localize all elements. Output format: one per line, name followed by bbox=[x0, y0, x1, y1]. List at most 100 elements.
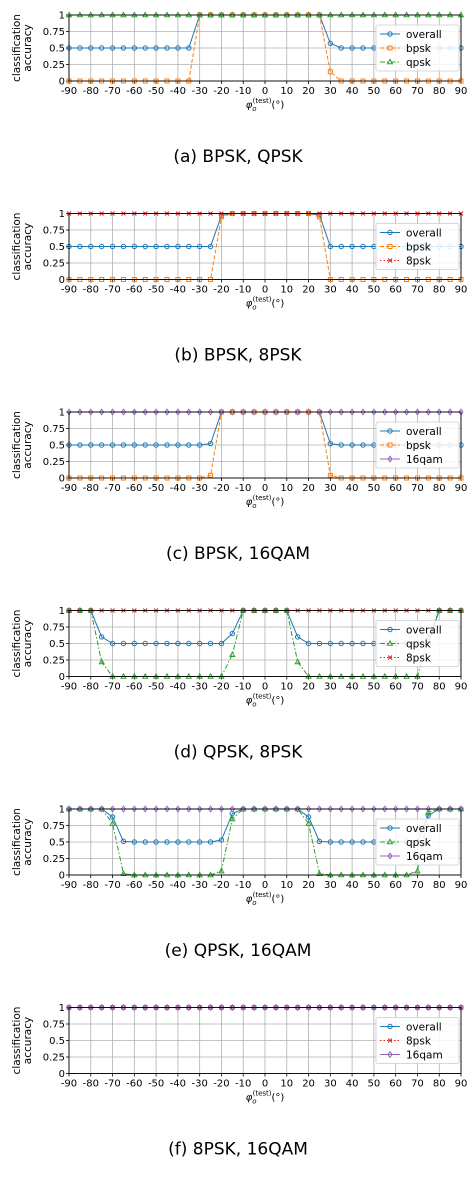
data-point-overall bbox=[142, 442, 148, 448]
data-point-16qam bbox=[316, 1003, 323, 1012]
data-point-16qam bbox=[425, 408, 431, 416]
legend-box bbox=[375, 421, 460, 469]
data-point-16qam bbox=[99, 1003, 105, 1012]
x-tick-label: 20 bbox=[302, 86, 315, 97]
chart-panel-6: -90 -80 -70 -60 -50 -40 -30 -20 -10 0 10 20 30 40 50 60… bbox=[11, 1003, 467, 1160]
x-axis-label: φo(test)(°) bbox=[246, 693, 285, 709]
data-point-16qam bbox=[284, 805, 290, 813]
data-point-16qam bbox=[393, 1003, 399, 1012]
x-tick-label: 0 bbox=[262, 285, 268, 296]
data-point-16qam bbox=[240, 1003, 246, 1012]
legend-label-overall: overall bbox=[406, 426, 442, 438]
x-tick-label: -70 bbox=[104, 285, 120, 296]
panel-caption: (e) QPSK, 16QAM bbox=[165, 941, 312, 961]
x-tick-label: -60 bbox=[126, 1079, 142, 1090]
x-tick-label: -50 bbox=[148, 483, 164, 494]
data-point-qpsk bbox=[218, 867, 225, 874]
data-point-16qam bbox=[371, 1003, 377, 1012]
data-point-overall bbox=[186, 640, 192, 647]
data-point-16qam bbox=[131, 408, 137, 416]
x-tick-label: -80 bbox=[83, 682, 99, 693]
x-tick-label: 20 bbox=[302, 483, 315, 494]
data-point-overall bbox=[131, 839, 138, 845]
x-tick-label: -30 bbox=[191, 483, 207, 494]
x-tick-label: -90 bbox=[61, 285, 77, 296]
x-tick-label: 40 bbox=[346, 682, 359, 693]
x-tick-label: 90 bbox=[455, 285, 468, 296]
data-point-overall bbox=[120, 640, 127, 647]
x-tick-label: -10 bbox=[235, 483, 251, 494]
x-tick-label: 80 bbox=[433, 880, 446, 891]
x-tick-label: -30 bbox=[191, 682, 207, 693]
plot-frame bbox=[68, 14, 462, 82]
data-point-overall bbox=[349, 442, 355, 448]
data-point-16qam bbox=[305, 408, 312, 416]
x-axis-label: φo(test)(°) bbox=[246, 296, 285, 312]
x-tick-label: 60 bbox=[389, 86, 402, 97]
data-point-16qam bbox=[273, 408, 279, 416]
data-point-qpsk bbox=[414, 867, 421, 874]
y-tick-label: 0.5 bbox=[49, 838, 65, 849]
legend-label-bpsk: bpsk bbox=[406, 43, 432, 55]
data-point-overall bbox=[327, 839, 334, 845]
x-tick-label: 30 bbox=[324, 1079, 337, 1090]
data-point-16qam bbox=[207, 805, 214, 813]
data-point-overall bbox=[120, 45, 127, 51]
x-tick-label: 70 bbox=[411, 86, 424, 97]
x-tick-label: 80 bbox=[433, 285, 446, 296]
x-tick-label: 70 bbox=[411, 285, 424, 296]
data-point-16qam bbox=[218, 805, 225, 813]
x-tick-label: 40 bbox=[346, 483, 359, 494]
data-point-16qam bbox=[295, 805, 301, 813]
legend-label-16qam: 16qam bbox=[406, 454, 443, 466]
data-point-qpsk bbox=[305, 819, 312, 826]
data-point-16qam bbox=[262, 408, 268, 416]
data-point-16qam bbox=[99, 805, 105, 813]
x-axis-label-symbol: φ bbox=[246, 100, 253, 111]
data-point-16qam bbox=[131, 805, 137, 813]
data-point-16qam bbox=[186, 408, 192, 416]
x-tick-label: 30 bbox=[324, 880, 337, 891]
x-tick-label: 0 bbox=[262, 880, 268, 891]
x-axis-label-sup: (test) bbox=[253, 1090, 272, 1098]
data-point-overall bbox=[349, 839, 355, 845]
x-axis-label-sup: (test) bbox=[253, 693, 272, 701]
data-point-16qam bbox=[99, 408, 105, 416]
data-point-16qam bbox=[393, 408, 399, 416]
data-point-overall bbox=[153, 839, 159, 845]
data-point-16qam bbox=[316, 408, 323, 416]
data-point-overall bbox=[360, 640, 366, 647]
x-tick-label: -40 bbox=[170, 1079, 186, 1090]
data-point-overall bbox=[131, 45, 138, 51]
x-tick-label: -90 bbox=[61, 880, 77, 891]
y-tick-label: 0.75 bbox=[43, 623, 65, 634]
x-tick-label: -80 bbox=[83, 86, 99, 97]
x-tick-label: -70 bbox=[104, 682, 120, 693]
data-point-overall bbox=[109, 243, 116, 250]
legend-marker-qpsk bbox=[386, 58, 394, 65]
legend-label-bpsk: bpsk bbox=[406, 241, 432, 253]
data-point-16qam bbox=[251, 805, 257, 813]
data-point-16qam bbox=[120, 805, 127, 813]
x-tick-label: 10 bbox=[280, 682, 293, 693]
data-point-16qam bbox=[175, 1003, 181, 1012]
data-point-16qam bbox=[327, 805, 333, 813]
y-tick-label: 0.75 bbox=[43, 27, 65, 38]
data-point-16qam bbox=[414, 805, 421, 813]
y-tick-label: 0 bbox=[59, 77, 65, 88]
y-tick-label: 0.5 bbox=[49, 441, 65, 452]
y-tick-label: 0.75 bbox=[43, 424, 65, 435]
chart-panel-5: -90 -80 -70 -60 -50 -40 -30 -20 -10 0 10 20 30 40 50 60… bbox=[11, 805, 467, 962]
x-tick-label: 30 bbox=[324, 682, 337, 693]
x-tick-label: 40 bbox=[346, 86, 359, 97]
legend-box bbox=[375, 620, 460, 667]
x-axis-label: φo(test)(°) bbox=[246, 97, 285, 113]
x-tick-label: 80 bbox=[433, 483, 446, 494]
legend: overall qpsk 8psk bbox=[375, 620, 460, 667]
data-point-overall bbox=[305, 814, 312, 820]
legend-marker-16qam bbox=[387, 852, 393, 860]
legend-label-8psk: 8psk bbox=[406, 652, 432, 664]
data-point-overall bbox=[109, 442, 116, 448]
data-point-overall bbox=[153, 640, 159, 647]
